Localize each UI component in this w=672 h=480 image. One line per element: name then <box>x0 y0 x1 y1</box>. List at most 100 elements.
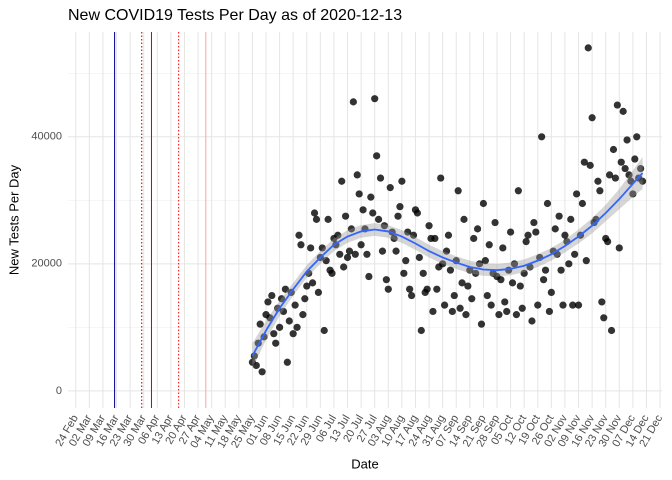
data-point <box>297 241 305 249</box>
data-point <box>398 177 406 185</box>
data-point <box>437 174 445 182</box>
data-point <box>545 307 554 316</box>
data-point <box>394 212 402 220</box>
data-point <box>520 269 528 277</box>
data-point <box>270 330 278 338</box>
data-point <box>279 307 288 316</box>
data-point <box>340 263 348 271</box>
data-point <box>415 253 423 262</box>
data-point <box>572 190 581 198</box>
data-point <box>565 260 573 268</box>
data-point <box>637 164 645 173</box>
confidence-band <box>252 157 643 369</box>
data-point <box>312 215 321 223</box>
data-point <box>406 285 414 293</box>
data-point <box>359 206 367 214</box>
data-point <box>285 317 293 325</box>
data-point <box>448 307 456 316</box>
data-point <box>367 193 375 201</box>
data-point <box>559 301 567 309</box>
data-point <box>574 301 583 309</box>
data-point <box>631 155 639 163</box>
data-point <box>264 298 272 306</box>
data-point <box>402 257 410 265</box>
data-point <box>384 285 392 293</box>
data-point <box>431 234 439 243</box>
data-point <box>524 231 532 239</box>
data-point <box>604 237 612 246</box>
data-point <box>289 330 297 338</box>
data-point <box>409 231 418 239</box>
data-point <box>555 212 563 220</box>
data-point <box>617 158 625 166</box>
data-point <box>343 253 352 262</box>
data-point <box>442 247 451 255</box>
data-point <box>508 279 517 287</box>
data-point <box>320 326 328 335</box>
data-point <box>623 136 631 144</box>
data-point <box>303 282 311 290</box>
data-point <box>619 107 627 115</box>
data-point <box>307 244 315 252</box>
data-point <box>530 218 538 227</box>
data-point <box>629 190 637 198</box>
data-point <box>373 152 381 160</box>
data-point <box>382 276 390 284</box>
chart-title: New COVID19 Tests Per Day as of 2020-12-… <box>68 7 402 24</box>
data-point <box>363 250 371 258</box>
data-point <box>336 250 344 258</box>
data-point <box>539 276 548 284</box>
data-point <box>268 291 276 300</box>
data-point <box>440 301 449 309</box>
x-axis-label: Date <box>351 456 378 471</box>
y-tick-label: 20000 <box>31 258 62 270</box>
data-point <box>615 244 623 252</box>
data-point <box>594 177 602 185</box>
data-point <box>633 133 641 141</box>
data-point <box>516 282 524 290</box>
data-point <box>310 209 319 217</box>
data-point <box>299 311 307 319</box>
data-point <box>487 301 495 309</box>
data-point <box>580 158 588 166</box>
y-tick-label: 40000 <box>31 131 62 143</box>
data-point <box>376 174 385 182</box>
data-point <box>353 171 361 179</box>
data-point <box>355 190 363 198</box>
data-point <box>501 298 509 306</box>
data-point <box>596 187 604 195</box>
data-point <box>423 285 431 293</box>
data-point <box>543 199 552 208</box>
data-point <box>456 304 464 312</box>
data-point <box>541 266 550 274</box>
y-tick-label: 0 <box>56 385 62 397</box>
data-point <box>425 222 433 230</box>
data-point <box>600 314 608 322</box>
data-point <box>407 291 416 300</box>
data-point <box>458 279 466 287</box>
data-point <box>485 241 493 249</box>
data-point <box>598 298 606 306</box>
data-point <box>347 225 356 233</box>
data-point <box>510 260 519 268</box>
data-point <box>503 307 511 316</box>
data-point <box>293 323 301 331</box>
data-point <box>605 171 614 179</box>
data-point <box>324 215 332 223</box>
data-point <box>272 339 280 347</box>
data-point <box>341 212 350 220</box>
data-point <box>429 307 437 316</box>
data-point <box>483 291 491 300</box>
data-point <box>349 98 357 106</box>
data-point <box>439 260 447 268</box>
data-point <box>567 215 575 223</box>
smooth-line <box>251 172 644 357</box>
data-point <box>419 269 427 277</box>
data-point <box>491 218 499 227</box>
data-point <box>532 228 540 236</box>
data-point <box>357 241 365 249</box>
data-point <box>528 317 536 325</box>
data-point <box>464 282 472 290</box>
data-point <box>386 184 394 192</box>
data-point <box>547 288 555 297</box>
